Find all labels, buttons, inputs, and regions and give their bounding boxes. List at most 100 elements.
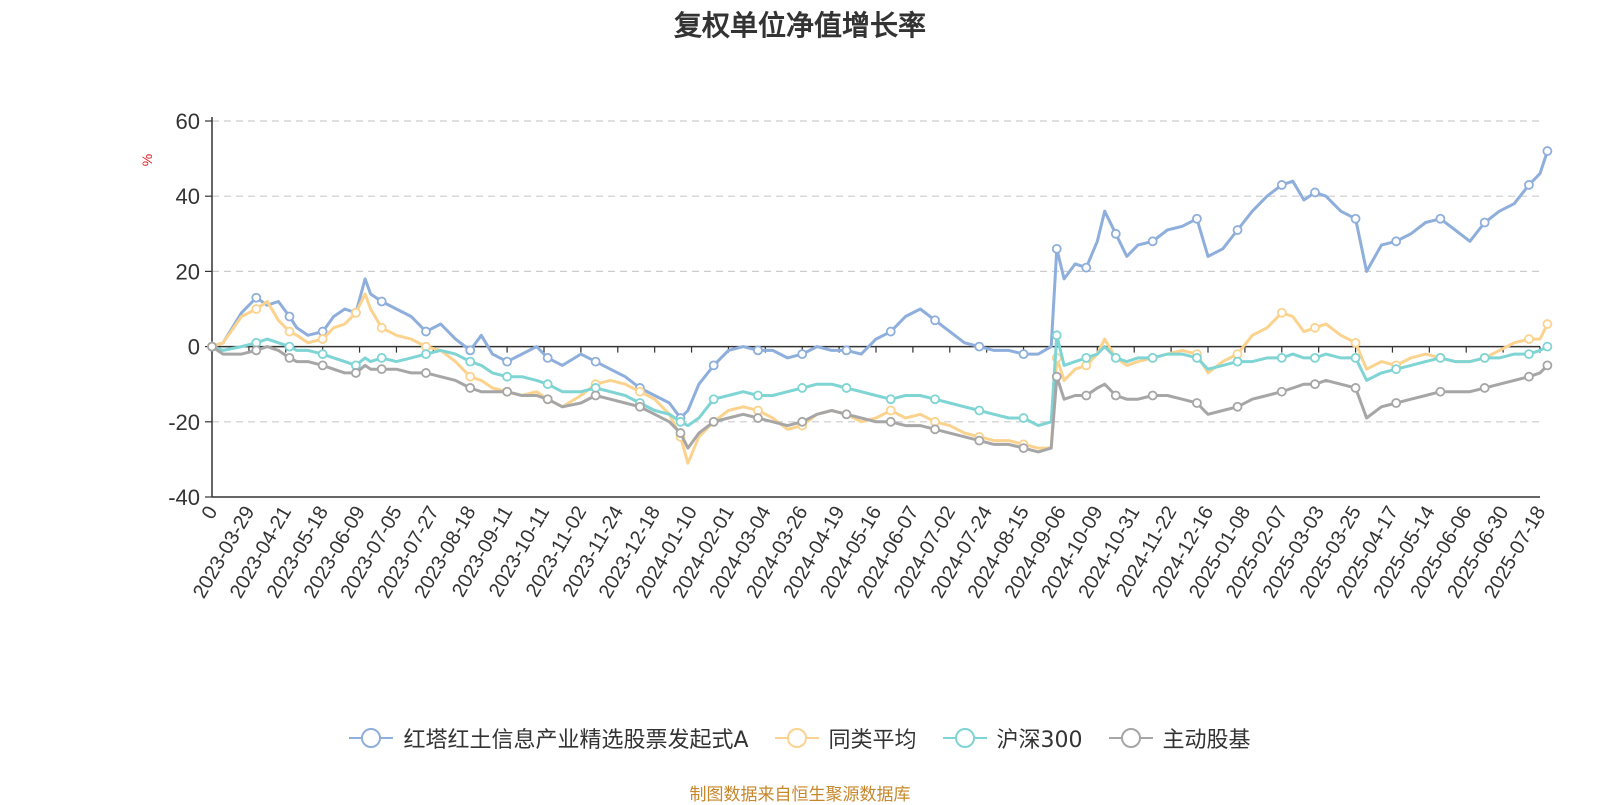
series-point-2 (1524, 334, 1534, 344)
series-point-4 (1018, 443, 1029, 454)
series-point-4 (251, 345, 262, 356)
y-tick-label: 40 (176, 184, 200, 209)
series-point-4 (1524, 371, 1534, 382)
series-point-1 (797, 349, 808, 360)
legend-item-2[interactable]: 同类平均 (774, 722, 917, 754)
series-point-3 (317, 349, 328, 360)
series-point-4 (1081, 390, 1092, 401)
series-point-4 (797, 416, 808, 427)
grid-lines (212, 120, 1540, 423)
series-point-4 (1276, 386, 1287, 397)
series-point-4 (708, 416, 719, 427)
series-point-2 (465, 371, 476, 382)
legend-symbol-icon (1108, 728, 1153, 748)
series-lines (207, 146, 1553, 465)
series-point-1 (251, 292, 262, 303)
series-point-2 (885, 405, 896, 416)
series-point-4 (1110, 390, 1121, 401)
series-point-2 (284, 326, 295, 337)
y-tick-label: 0 (188, 335, 200, 360)
series-point-1 (1147, 236, 1158, 247)
series-point-4 (675, 428, 686, 438)
series-point-1 (1018, 349, 1029, 360)
series-point-4 (284, 352, 295, 363)
legend-label: 沪深300 (996, 728, 1083, 753)
series-point-3 (708, 394, 719, 405)
series-point-1 (841, 345, 852, 356)
series-point-2 (1310, 322, 1320, 333)
axes: -40-20020406002023-03-292023-04-212023-0… (168, 109, 1550, 602)
series-point-2 (317, 334, 328, 344)
series-point-1 (1479, 217, 1490, 228)
series-point-1 (1350, 213, 1361, 224)
series-point-4 (350, 368, 361, 378)
series-point-4 (1192, 398, 1202, 408)
series-point-4 (635, 401, 645, 412)
series-point-2 (1276, 307, 1287, 318)
series-point-4 (465, 383, 476, 393)
series-point-3 (1192, 352, 1202, 363)
series-point-1 (1310, 187, 1320, 198)
series-point-1 (284, 311, 295, 322)
series-point-1 (376, 296, 387, 307)
series-point-3 (1110, 352, 1121, 363)
series-point-3 (1018, 413, 1029, 423)
series-point-3 (1232, 356, 1243, 367)
series-point-3 (465, 356, 476, 367)
series-point-1 (1276, 180, 1287, 190)
series-point-3 (974, 405, 985, 416)
series-point-1 (1435, 213, 1446, 224)
legend-label: 同类平均 (828, 728, 917, 753)
series-point-3 (284, 341, 295, 352)
series-point-3 (797, 383, 808, 393)
series-point-3 (1276, 352, 1287, 363)
series-point-1 (1051, 243, 1062, 254)
legend-label: 红塔红土信息产业精选股票发起式A (403, 728, 749, 753)
series-point-2 (1350, 337, 1361, 348)
series-point-4 (1391, 398, 1402, 408)
series-point-1 (885, 326, 896, 337)
series-point-3 (1435, 352, 1446, 363)
legend-label: 主动股基 (1162, 728, 1251, 753)
series-point-4 (1435, 386, 1446, 397)
legend-item-4[interactable]: 主动股基 (1108, 722, 1251, 754)
series-point-4 (421, 368, 431, 378)
series-point-3 (885, 394, 896, 405)
legend-symbol-icon (349, 728, 394, 748)
series-point-4 (974, 435, 985, 446)
series-point-2 (635, 386, 645, 397)
series-point-4 (753, 413, 763, 423)
series-point-4 (1051, 371, 1062, 382)
series-point-1 (542, 352, 553, 363)
series-point-4 (1310, 379, 1320, 390)
series-point-1 (1391, 236, 1402, 247)
series-point-4 (590, 390, 601, 401)
series-line-4 (211, 345, 1549, 454)
series-point-1 (930, 315, 940, 326)
series-point-2 (251, 304, 262, 314)
x-tick-label: 0 (198, 503, 223, 524)
y-tick-label: -20 (168, 410, 200, 435)
legend-symbol-icon (942, 728, 987, 748)
series-point-3 (1524, 349, 1534, 360)
legend-item-3[interactable]: 沪深300 (942, 722, 1083, 754)
series-point-4 (376, 364, 387, 375)
legend-item-1[interactable]: 红塔红土信息产业精选股票发起式A (349, 722, 749, 754)
series-point-3 (675, 416, 686, 427)
series-point-1 (590, 356, 601, 367)
series-point-3 (930, 394, 940, 405)
series-line-1 (211, 150, 1549, 420)
series-point-4 (885, 416, 896, 427)
series-point-3 (421, 349, 431, 360)
y-tick-label: 60 (176, 109, 200, 134)
series-point-4 (841, 409, 852, 420)
series-point-1 (465, 345, 476, 356)
series-point-3 (1051, 330, 1062, 341)
series-point-4 (1350, 383, 1361, 393)
series-point-4 (207, 341, 217, 352)
series-point-3 (502, 371, 513, 382)
series-point-3 (1479, 352, 1490, 363)
series-point-1 (1524, 180, 1534, 190)
series-line-3 (211, 333, 1549, 428)
